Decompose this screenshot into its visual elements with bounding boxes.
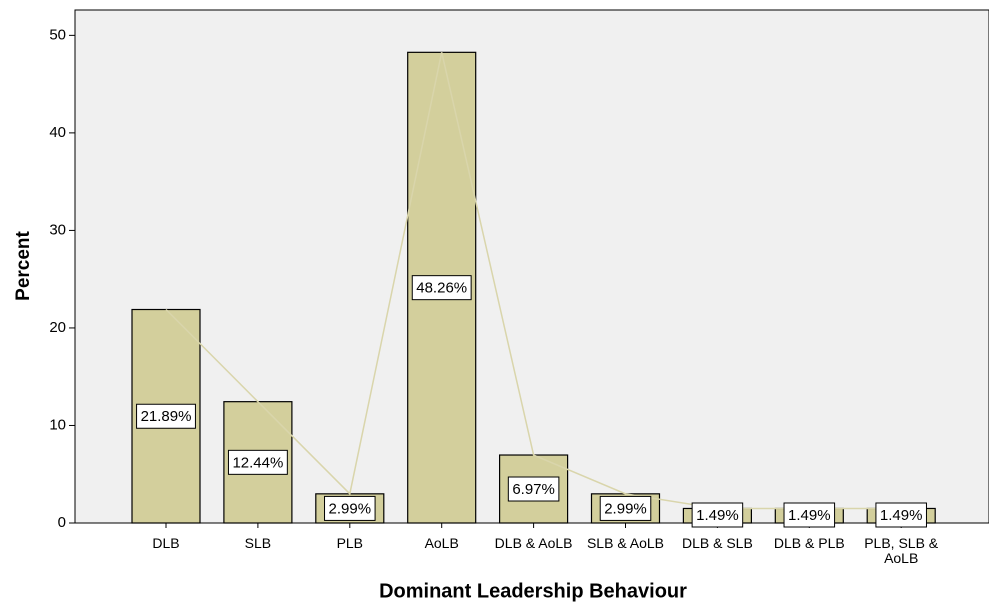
value-label: 2.99% — [604, 500, 647, 517]
y-tick-label: 50 — [49, 26, 66, 43]
y-tick-label: 10 — [49, 416, 66, 433]
value-label-box — [136, 403, 196, 429]
y-axis-label: Percent — [13, 230, 34, 300]
x-tick-label: PLB — [336, 535, 364, 551]
x-tick-label: DLB & SLB — [681, 535, 753, 551]
value-label: 12.44% — [232, 454, 283, 471]
trend-line — [165, 52, 902, 510]
y-tick-label: 20 — [49, 319, 66, 336]
value-label: 1.49% — [788, 507, 831, 524]
y-tick-label: 30 — [49, 221, 66, 238]
x-tick-label: DLB & AoLB — [494, 535, 573, 551]
x-axis-label: Dominant Leadership Behaviour — [379, 580, 687, 602]
x-tick-label: SLB & AoLB — [586, 535, 665, 551]
x-tick-label: DLB — [152, 535, 180, 551]
value-label: 1.49% — [696, 507, 739, 524]
y-tick-label: 0 — [58, 514, 66, 531]
value-label: 2.99% — [329, 500, 372, 517]
x-tick-label: DLB & PLB — [773, 535, 845, 551]
value-label-box — [227, 449, 288, 475]
value-label: 6.97% — [512, 481, 555, 498]
value-label-box — [324, 495, 376, 521]
value-label: 1.49% — [880, 507, 923, 524]
x-tick-label: PLB, SLB & AoLB — [864, 535, 939, 566]
value-label-box — [507, 476, 560, 502]
value-label-box — [411, 275, 472, 301]
value-label: 48.26% — [416, 280, 467, 297]
value-label-box — [875, 502, 927, 528]
value-label-box — [599, 495, 652, 521]
y-tick-label: 40 — [49, 124, 66, 141]
x-tick-label: SLB — [244, 535, 272, 551]
value-label-box — [783, 502, 836, 528]
x-tick-label: AoLB — [424, 535, 459, 551]
value-label-box — [691, 502, 744, 528]
value-label: 21.89% — [141, 408, 192, 425]
